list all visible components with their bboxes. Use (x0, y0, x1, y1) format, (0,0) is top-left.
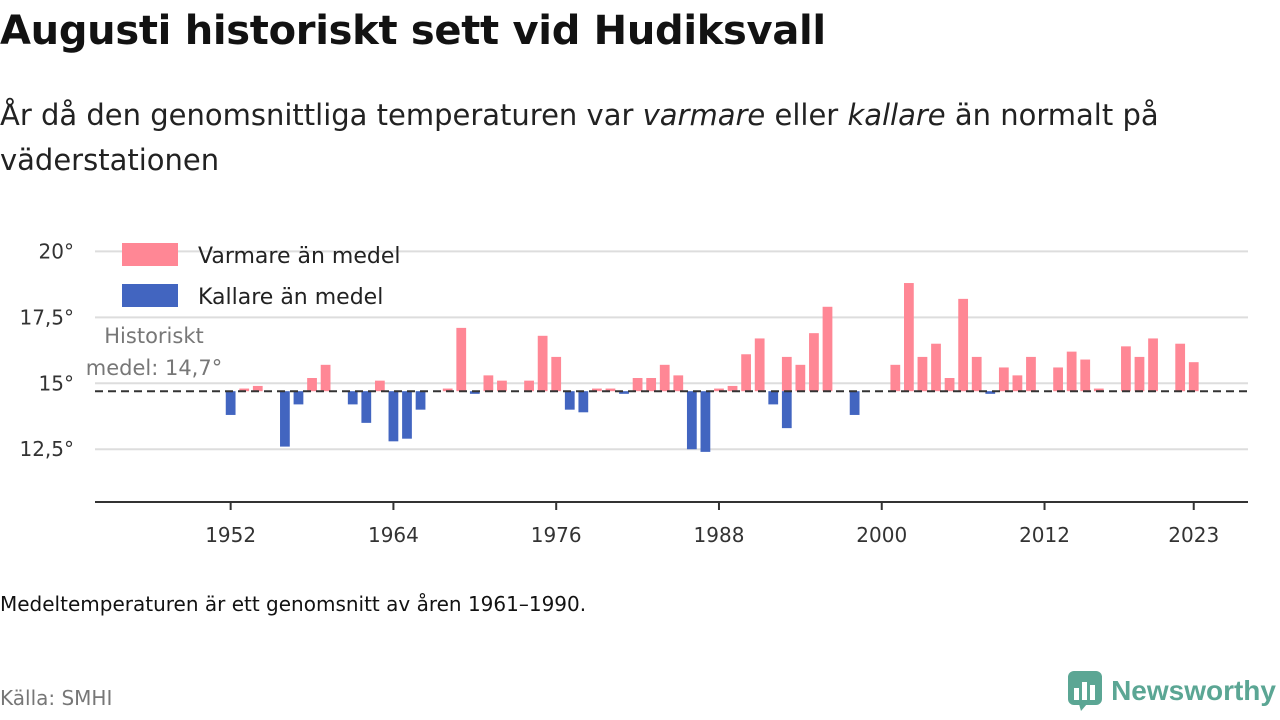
bar-warm (646, 378, 657, 392)
bar-cold (985, 391, 996, 394)
bar-warm (483, 375, 494, 392)
bar-warm (1026, 356, 1036, 392)
bar-warm (239, 388, 250, 392)
bar-warm (252, 385, 263, 392)
x-tick-label: 2000 (856, 523, 907, 547)
y-tick-label: 20° (39, 239, 74, 263)
bar-warm (944, 378, 955, 392)
legend-swatch-cold (122, 284, 178, 307)
bar-warm (795, 364, 806, 392)
bar-warm (1012, 375, 1023, 392)
bar-cold (415, 391, 426, 410)
bar-cold (469, 391, 480, 394)
baseline-annotation: Historiskt medel: 14,7° (83, 321, 225, 383)
bar-warm (1175, 343, 1186, 392)
x-tick-label: 2012 (1019, 523, 1070, 547)
bar-warm (822, 306, 833, 392)
bar-cold (388, 391, 399, 442)
chart-subtitle: År då den genomsnittliga temperaturen va… (0, 93, 1220, 183)
bar-warm (374, 380, 385, 392)
bar-warm (1134, 356, 1145, 392)
bar-cold (781, 391, 792, 429)
annotation-line1: Historiskt (104, 324, 203, 348)
subtitle-part1: År då den genomsnittliga temperaturen va… (0, 98, 643, 132)
bar-warm (741, 354, 751, 392)
annotation-line2: medel: 14,7° (86, 356, 222, 380)
bar-cold (564, 391, 575, 410)
bar-cold (280, 391, 290, 447)
chart-title: Augusti historiskt sett vid Hudiksvall (0, 8, 826, 54)
y-tick-label: 12,5° (19, 437, 74, 461)
bar-warm (971, 356, 982, 392)
bar-cold (225, 391, 236, 415)
bar-warm (673, 375, 684, 392)
bar-warm (307, 378, 317, 392)
brand-name: Newsworthy (1111, 675, 1276, 706)
bar-warm (659, 364, 670, 392)
bar-warm (632, 378, 643, 392)
legend-label-warm: Varmare än medel (198, 244, 400, 269)
bar-warm (727, 385, 738, 392)
bar-cold (849, 391, 860, 415)
bar-warm (592, 388, 602, 392)
bar-cold (361, 391, 372, 423)
subtitle-warm-word: varmare (642, 98, 766, 132)
bar-warm (781, 356, 792, 392)
axis-layer: 1952 1964 1976 1988 2000 2012 2023 (95, 501, 1248, 547)
x-tick-label: 1988 (694, 523, 745, 547)
source-label: Källa: SMHI (0, 686, 113, 710)
bar-warm (917, 356, 928, 392)
bar-warm (890, 364, 901, 392)
bar-warm (605, 388, 616, 392)
footnote: Medeltemperaturen är ett genomsnitt av å… (0, 592, 587, 616)
bar-warm (456, 327, 467, 392)
bar-warm (1188, 362, 1199, 392)
subtitle-cold-word: kallare (847, 98, 946, 132)
legend-label-cold: Kallare än medel (198, 285, 383, 310)
bar-warm (998, 367, 1009, 392)
bar-chart-icon (1068, 671, 1103, 711)
bar-warm (551, 356, 562, 392)
x-tick-label: 1952 (205, 523, 256, 547)
bar-warm (1080, 359, 1091, 392)
bar-chart: 12,5° 15° 17,5° 20° 1952 1964 1976 1988 2000 201… (19, 239, 1248, 547)
bar-warm (958, 298, 969, 392)
subtitle-part2: eller (765, 98, 848, 132)
bar-warm (1053, 367, 1063, 392)
bar-warm (931, 343, 941, 392)
chart-legend: Varmare än medel Kallare än medel (122, 243, 400, 310)
x-tick-label: 1976 (531, 523, 582, 547)
bar-warm (809, 333, 819, 392)
bar-warm (442, 388, 453, 392)
y-tick-label: 17,5° (19, 305, 74, 329)
bar-cold (402, 391, 412, 439)
bar-warm (1093, 388, 1104, 392)
brand-logo: Newsworthy (1067, 670, 1276, 712)
x-tick-label: 1964 (368, 523, 419, 547)
bar-cold (578, 391, 589, 413)
bar-warm (1066, 351, 1077, 392)
bar-warm (1148, 338, 1158, 392)
bar-warm (754, 338, 765, 392)
bar-cold (347, 391, 358, 405)
bar-warm (537, 335, 548, 392)
bar-cold (619, 391, 629, 394)
bar-cold (768, 391, 779, 405)
bar-warm (524, 380, 534, 392)
bar-warm (714, 388, 724, 392)
bar-warm (1121, 346, 1131, 392)
subtitle-part3: än normalt på väderstationen (0, 98, 1159, 177)
bar-cold (686, 391, 697, 450)
x-tick-label: 2023 (1168, 523, 1219, 547)
bar-cold (293, 391, 304, 405)
bar-warm (497, 380, 507, 392)
grid-layer: 12,5° 15° 17,5° 20° (19, 239, 1248, 461)
bar-cold (700, 391, 711, 452)
bar-warm (320, 364, 331, 392)
bars-layer (225, 283, 1199, 452)
legend-swatch-warm (122, 243, 178, 266)
bar-warm (903, 283, 914, 392)
y-tick-label: 15° (39, 371, 74, 395)
